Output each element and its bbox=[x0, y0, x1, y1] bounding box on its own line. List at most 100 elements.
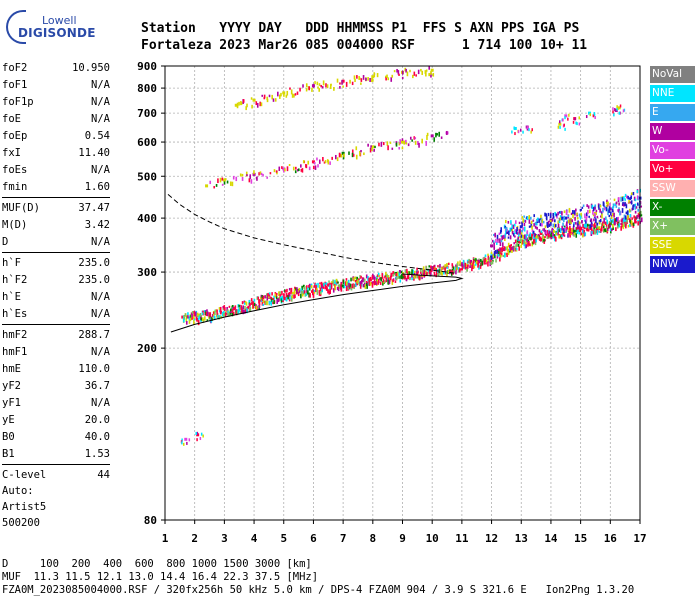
echo-tick bbox=[532, 239, 535, 244]
echo-tick bbox=[359, 150, 361, 156]
echo-tick bbox=[327, 289, 329, 294]
param-value: N/A bbox=[91, 79, 110, 91]
echo-tick bbox=[211, 314, 214, 317]
echo-tick bbox=[343, 285, 346, 289]
echo-tick bbox=[521, 216, 524, 219]
echo-tick bbox=[287, 294, 289, 300]
echo-tick bbox=[399, 275, 401, 279]
echo-tick bbox=[494, 232, 496, 238]
echo-tick bbox=[241, 301, 244, 305]
echo-tick bbox=[519, 128, 522, 132]
echo-tick bbox=[624, 215, 627, 220]
echo-tick bbox=[517, 236, 520, 240]
echo-tick bbox=[262, 173, 264, 177]
echo-tick bbox=[296, 91, 299, 95]
echo-tick bbox=[289, 294, 291, 300]
echo-tick bbox=[232, 307, 235, 311]
echo-tick bbox=[620, 222, 622, 226]
echo-tick bbox=[287, 292, 290, 296]
echo-tick bbox=[435, 270, 438, 275]
echo-tick bbox=[552, 215, 555, 219]
echo-tick bbox=[586, 227, 589, 232]
echo-tick bbox=[559, 228, 562, 233]
param-row: fmin 1.60 bbox=[2, 179, 110, 196]
echo-tick bbox=[632, 222, 635, 227]
echo-tick bbox=[599, 219, 602, 223]
echo-tick bbox=[472, 262, 474, 268]
echo-tick bbox=[594, 230, 596, 235]
param-value: 10.950 bbox=[72, 62, 110, 74]
echo-tick bbox=[259, 299, 261, 302]
echo-tick bbox=[487, 255, 490, 260]
echo-tick bbox=[246, 103, 248, 108]
echo-tick bbox=[303, 290, 306, 294]
echo-tick bbox=[301, 293, 304, 297]
echo-tick bbox=[547, 220, 550, 226]
echo-tick bbox=[585, 219, 587, 224]
echo-tick bbox=[562, 222, 564, 227]
echo-tick bbox=[533, 223, 535, 227]
echo-tick bbox=[391, 280, 394, 285]
x-tick-label: 2 bbox=[191, 532, 198, 545]
echo-tick bbox=[392, 271, 394, 274]
echo-tick bbox=[302, 160, 305, 164]
echo-tick bbox=[351, 149, 354, 155]
echo-tick bbox=[278, 166, 281, 171]
echo-tick bbox=[528, 219, 531, 224]
echo-tick bbox=[417, 69, 420, 75]
echo-tick bbox=[230, 305, 233, 310]
echo-tick bbox=[387, 145, 389, 151]
echo-tick bbox=[555, 236, 557, 242]
x-tick-label: 15 bbox=[574, 532, 587, 545]
echo-tick bbox=[304, 293, 307, 297]
echo-tick bbox=[330, 283, 333, 287]
echo-tick bbox=[430, 70, 432, 75]
echo-tick bbox=[337, 281, 339, 284]
echo-tick bbox=[605, 206, 608, 212]
echo-tick bbox=[396, 68, 398, 73]
echo-tick bbox=[425, 140, 428, 146]
echo-tick bbox=[305, 292, 308, 297]
echo-tick bbox=[325, 83, 327, 88]
echo-tick bbox=[227, 312, 229, 317]
echo-tick bbox=[604, 221, 607, 225]
footer-line1: D 100 200 400 600 800 1000 1500 3000 [km… bbox=[2, 558, 312, 570]
echo-tick bbox=[589, 113, 592, 117]
echo-tick bbox=[231, 181, 234, 187]
echo-tick bbox=[342, 279, 345, 284]
echo-tick bbox=[397, 275, 400, 279]
echo-tick bbox=[252, 304, 254, 309]
echo-tick bbox=[603, 217, 605, 222]
echo-tick bbox=[371, 283, 374, 288]
echo-tick bbox=[459, 260, 461, 265]
echo-tick bbox=[520, 241, 523, 244]
echo-tick bbox=[572, 213, 574, 218]
echo-tick bbox=[561, 225, 563, 231]
echo-tick bbox=[350, 277, 352, 282]
echo-tick bbox=[525, 234, 527, 239]
echo-tick bbox=[253, 298, 256, 302]
echo-tick bbox=[614, 203, 616, 207]
header-line2: Fortaleza 2023 Mar26 085 004000 RSF 1 71… bbox=[141, 38, 588, 53]
echo-tick bbox=[356, 75, 358, 79]
echo-tick bbox=[570, 212, 573, 216]
echo-tick bbox=[446, 263, 448, 267]
echo-tick bbox=[518, 240, 521, 244]
echo-tick bbox=[603, 228, 606, 232]
echo-tick bbox=[318, 159, 321, 164]
echo-tick bbox=[291, 291, 294, 295]
echo-tick bbox=[313, 161, 316, 165]
echo-tick bbox=[330, 281, 333, 285]
echo-tick bbox=[314, 165, 317, 170]
param-label: foF1p bbox=[2, 96, 34, 108]
echo-tick bbox=[248, 300, 251, 305]
echo-tick bbox=[234, 306, 237, 310]
echo-tick bbox=[251, 104, 253, 109]
echo-point bbox=[205, 184, 209, 188]
echo-tick bbox=[300, 164, 302, 168]
echo-tick bbox=[316, 81, 319, 86]
echo-tick bbox=[593, 112, 596, 116]
echo-tick bbox=[464, 265, 467, 270]
echo-tick bbox=[204, 311, 207, 316]
echo-tick bbox=[354, 78, 356, 83]
